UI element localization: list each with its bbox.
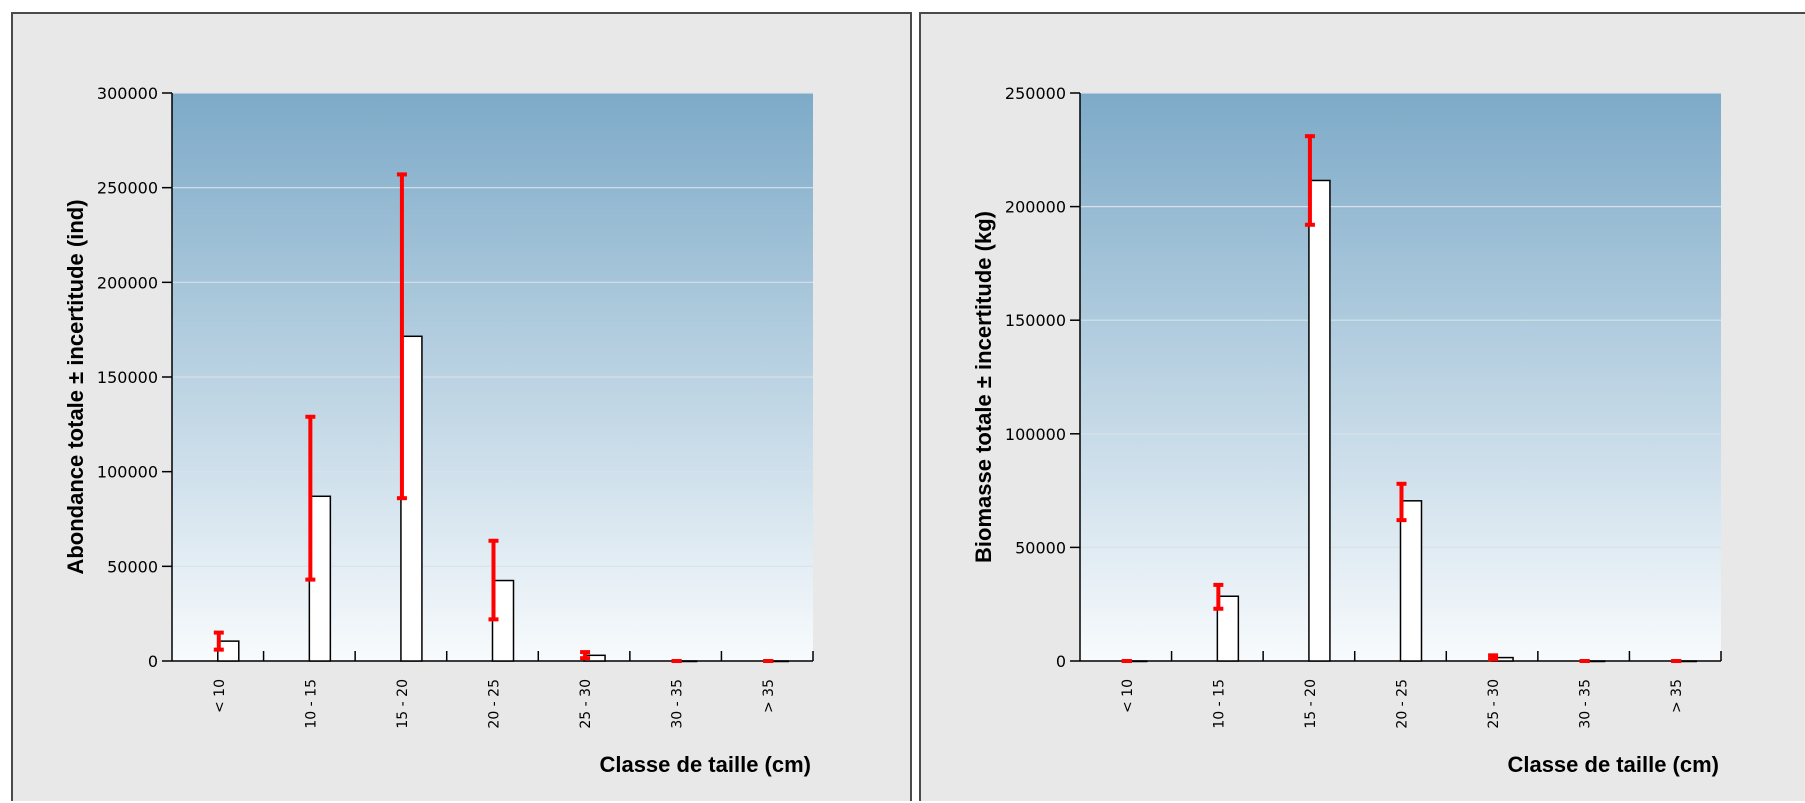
y-tick-label: 50000 (1015, 538, 1066, 557)
x-tick-label: 30 - 35 (670, 679, 686, 729)
x-tick-label: < 10 (1120, 679, 1136, 713)
y-tick-label: 150000 (1005, 311, 1066, 330)
y-tick-label: 150000 (97, 368, 158, 387)
x-tick-label: > 35 (1669, 679, 1685, 713)
bar-15-20 (1308, 179, 1331, 662)
x-tick-label: 10 - 15 (303, 679, 319, 729)
y-tick-label: 100000 (97, 463, 158, 482)
x-tick-label: 20 - 25 (487, 679, 503, 729)
bar-10-15 (1216, 595, 1240, 662)
bar-20-25 (1399, 500, 1423, 662)
x-tick-label: 15 - 20 (395, 679, 411, 729)
x-tick-label: > 35 (761, 679, 777, 713)
y-axis-label: Biomasse totale ± incertitude (kg) (971, 211, 996, 563)
x-tick-label: 25 - 30 (578, 679, 594, 729)
y-tick-label: 250000 (1005, 84, 1066, 103)
y-tick-label: 0 (1056, 652, 1066, 671)
y-tick-label: 0 (148, 652, 158, 671)
x-tick-label: 20 - 25 (1395, 679, 1411, 729)
x-tick-label: 10 - 15 (1211, 679, 1227, 729)
biomass-chart: 0 50000 100000 150000 200000 250000 < 10 10 - 1… (971, 84, 1722, 777)
y-tick-label: 200000 (97, 273, 158, 292)
y-tick-label: 100000 (1005, 425, 1066, 444)
x-tick-label: 30 - 35 (1578, 679, 1594, 729)
y-axis-label: Abondance totale ± incertitude (ind) (63, 199, 88, 574)
y-tick-label: 200000 (1005, 198, 1066, 217)
abundance-chart: 0 50000 100000 150000 200000 250000 300000 < 10… (63, 84, 814, 777)
x-axis-label: Classe de taille (cm) (599, 752, 811, 777)
x-tick-label: 25 - 30 (1486, 679, 1502, 729)
y-tick-label: 250000 (97, 179, 158, 198)
biomass-chart-panel: 0 50000 100000 150000 200000 250000 < 10 10 - 1… (919, 12, 1805, 801)
x-axis-label: Classe de taille (cm) (1507, 752, 1719, 777)
abundance-chart-panel: 0 50000 100000 150000 200000 250000 300000 < 10… (11, 12, 912, 801)
x-tick-label: 15 - 20 (1303, 679, 1319, 729)
y-tick-label: 300000 (97, 84, 158, 103)
x-tick-label: < 10 (212, 679, 228, 713)
y-tick-label: 50000 (107, 557, 158, 576)
